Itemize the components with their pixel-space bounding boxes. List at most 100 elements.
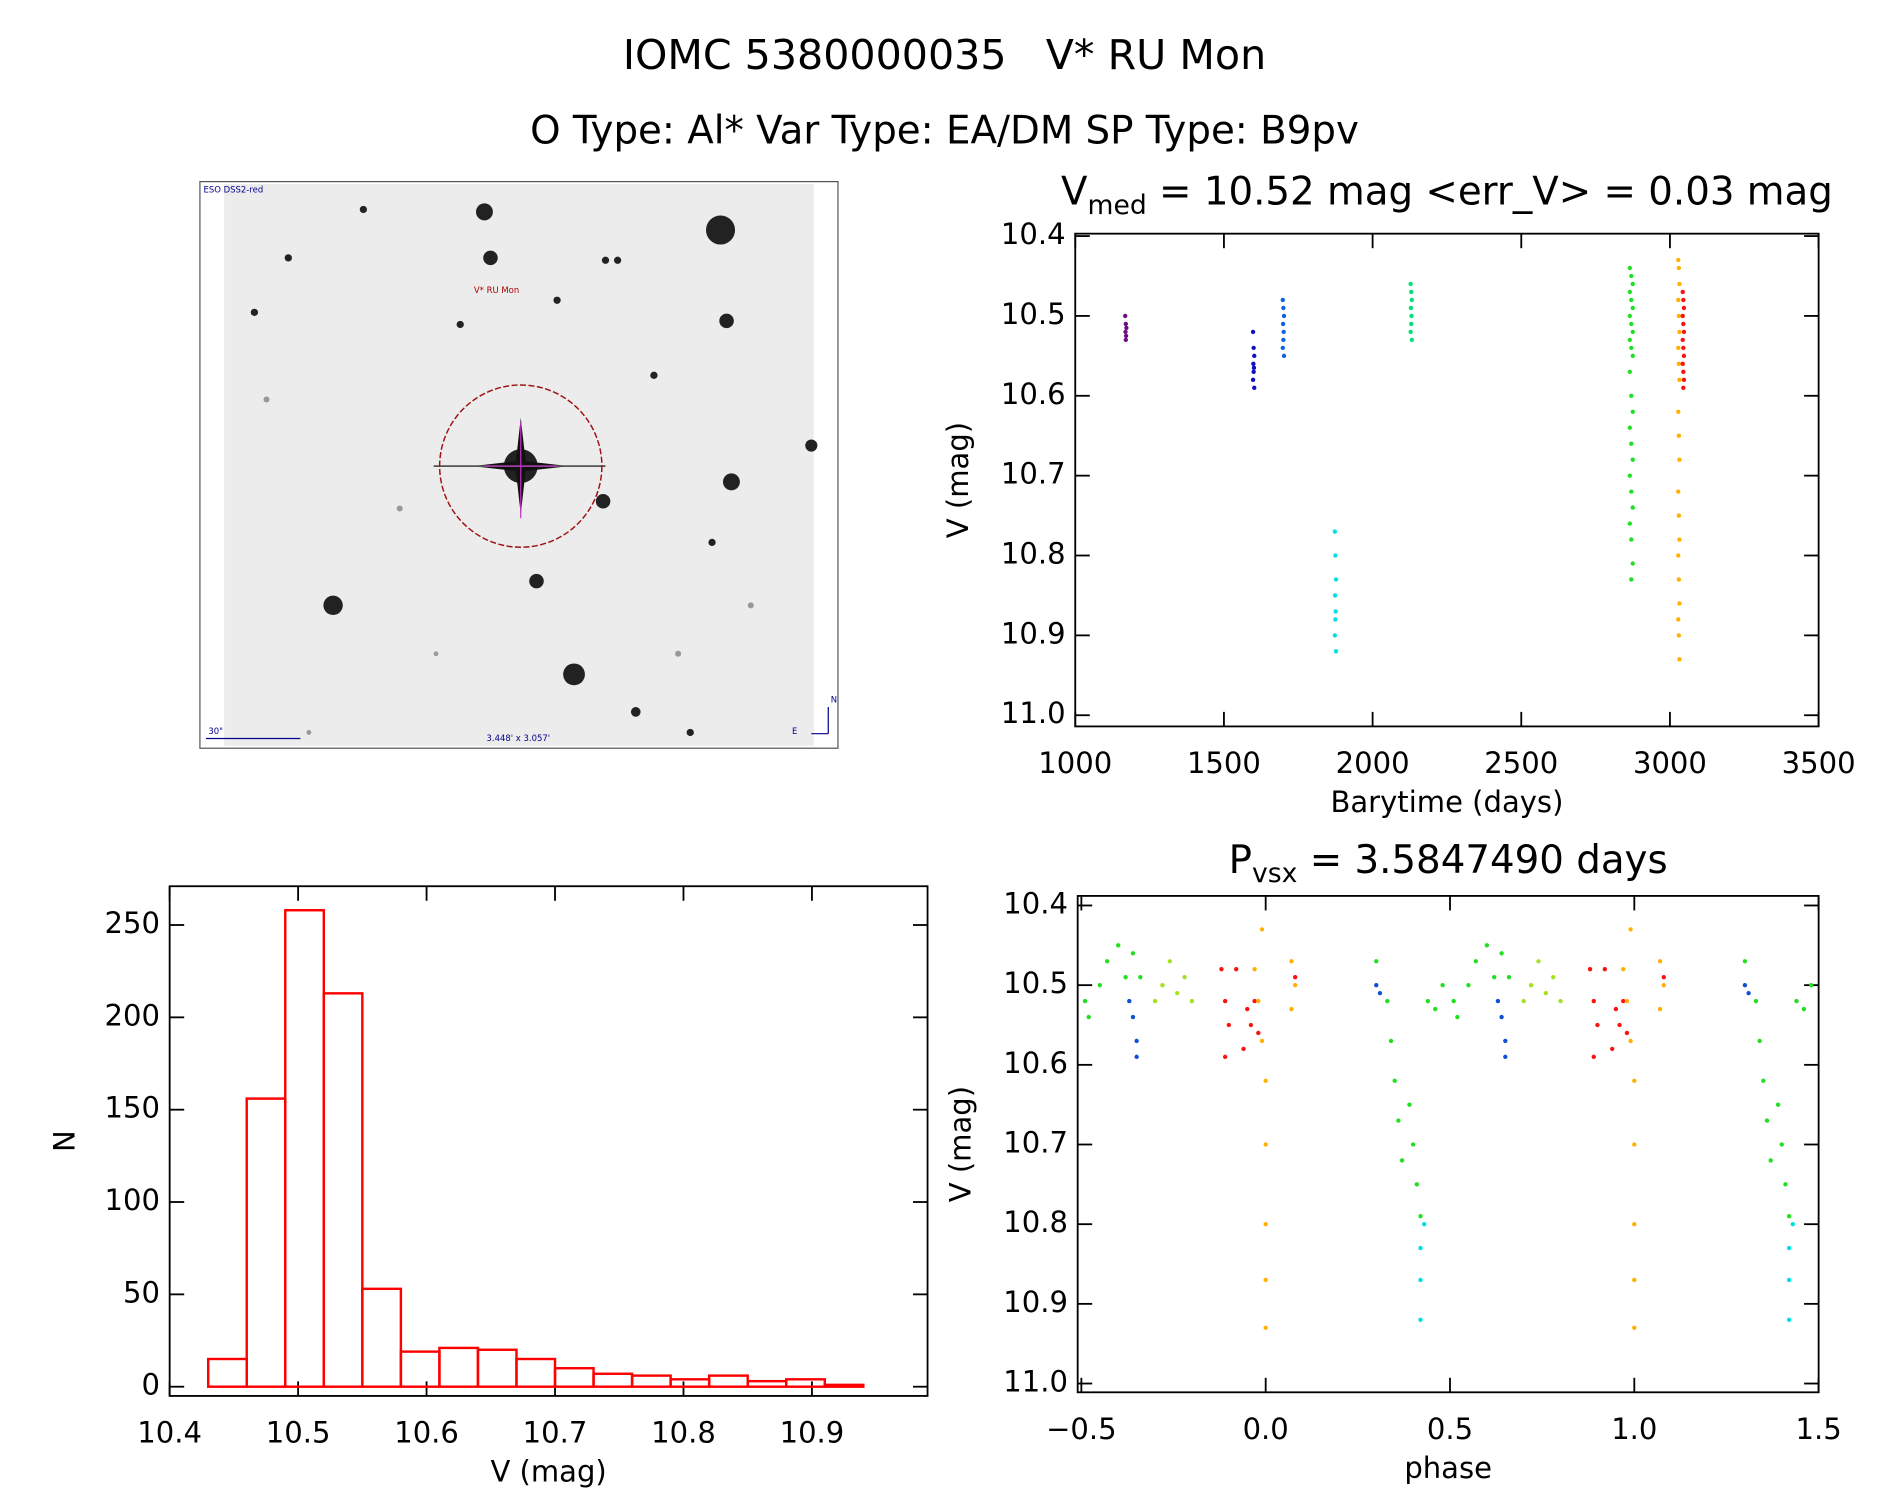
data-point <box>1627 369 1632 375</box>
data-point <box>1613 1006 1619 1012</box>
data-point <box>1630 409 1635 414</box>
data-point <box>1408 329 1413 335</box>
data-point <box>1630 329 1635 335</box>
data-point <box>1332 529 1338 534</box>
y-tick-label: 100 <box>105 1183 160 1217</box>
data-point <box>1130 951 1136 956</box>
size-label: 3.448' x 3.057' <box>487 733 551 743</box>
data-point <box>1259 927 1265 932</box>
data-point <box>1681 369 1686 375</box>
title-part: P <box>1229 838 1252 883</box>
x-tick-label: 3000 <box>1633 746 1707 780</box>
data-point <box>1127 998 1132 1004</box>
chart-title: Vmed = 10.52 mag <err_V> = 0.03 mag <box>1061 169 1833 220</box>
data-point <box>1503 1054 1508 1060</box>
data-point <box>1677 601 1682 606</box>
data-point <box>1627 425 1632 430</box>
data-point <box>1409 321 1414 327</box>
data-point <box>1425 998 1431 1004</box>
data-point <box>1222 998 1228 1004</box>
data-point <box>1630 561 1635 566</box>
data-point <box>1627 313 1632 319</box>
data-point <box>1116 943 1121 948</box>
data-point <box>1677 377 1682 382</box>
y-tick-label: 10.8 <box>1003 1205 1068 1239</box>
data-point <box>1259 1038 1265 1044</box>
data-point <box>1543 990 1549 996</box>
data-point <box>1250 377 1256 382</box>
data-point <box>1418 1245 1423 1251</box>
target-label: V* RU Mon <box>474 285 519 295</box>
data-point <box>1499 1014 1504 1020</box>
data-point <box>1628 1038 1633 1044</box>
y-tick-label: 10.4 <box>1001 217 1066 251</box>
x-axis-label: phase <box>1404 1451 1492 1485</box>
histogram-bar <box>438 1346 480 1388</box>
data-point <box>1676 409 1681 414</box>
data-point <box>1680 361 1685 367</box>
data-point <box>1409 337 1415 343</box>
data-point <box>1681 345 1686 351</box>
y-tick-label: 150 <box>105 1091 160 1125</box>
title-subscript: vsx <box>1252 858 1297 889</box>
data-point <box>1281 329 1286 335</box>
data-point <box>1786 1317 1792 1322</box>
data-point <box>1677 329 1682 335</box>
data-point <box>1263 1277 1268 1283</box>
plot-frame <box>168 885 929 1397</box>
data-point <box>1629 393 1634 398</box>
x-tick-label: 10.9 <box>780 1416 845 1450</box>
histogram-bar <box>630 1374 672 1388</box>
histogram-bar <box>245 1097 287 1388</box>
page-title: IOMC 5380000035 V* RU Mon <box>623 31 1266 79</box>
data-point <box>1082 998 1088 1004</box>
y-tick-label: 50 <box>123 1275 160 1309</box>
data-point <box>1632 1078 1637 1083</box>
data-point <box>1677 281 1682 287</box>
data-point <box>1385 998 1390 1004</box>
data-point <box>1123 313 1128 319</box>
data-point <box>1332 593 1338 598</box>
data-point <box>1786 1277 1792 1283</box>
data-point <box>1779 1142 1784 1147</box>
x-tick-label: 1500 <box>1187 746 1261 780</box>
data-point <box>1289 1006 1294 1012</box>
data-point <box>1152 998 1158 1004</box>
data-point <box>1809 982 1814 988</box>
title-part: = 3.5847490 days <box>1297 838 1667 883</box>
y-tick-label: 10.6 <box>1003 1046 1068 1080</box>
x-tick-label: 2500 <box>1484 746 1558 780</box>
data-point <box>1374 982 1379 988</box>
data-point <box>1407 1102 1412 1107</box>
data-point <box>1786 1245 1792 1251</box>
histogram-bar <box>746 1379 788 1388</box>
data-point <box>1280 345 1285 351</box>
histogram-bar <box>553 1367 595 1388</box>
data-point <box>1681 385 1686 390</box>
y-tick-label: 10.6 <box>1001 377 1066 411</box>
data-point <box>1219 967 1224 972</box>
data-point <box>1281 305 1286 311</box>
y-tick-label: 10.4 <box>1003 886 1068 920</box>
title-subscript: med <box>1088 189 1147 220</box>
data-point <box>1123 975 1128 980</box>
data-point <box>1175 990 1180 996</box>
data-point <box>1281 353 1287 359</box>
data-point <box>1528 982 1534 988</box>
data-point <box>1794 998 1799 1004</box>
data-point <box>1392 1078 1397 1083</box>
data-point <box>1627 337 1632 343</box>
x-axis-label: Barytime (days) <box>1330 785 1563 819</box>
data-point <box>1292 975 1298 980</box>
data-point <box>1746 990 1751 996</box>
y-tick-label: 0 <box>141 1368 159 1402</box>
data-point <box>1138 975 1143 980</box>
y-tick-label: 10.5 <box>1003 966 1068 1000</box>
data-point <box>1742 959 1748 964</box>
y-tick-label: 250 <box>105 906 160 940</box>
data-point <box>1333 553 1338 558</box>
data-point <box>1433 1006 1438 1012</box>
y-axis-label: V (mag) <box>944 1086 978 1202</box>
histogram-bar <box>476 1348 518 1388</box>
data-point <box>1632 1325 1637 1330</box>
